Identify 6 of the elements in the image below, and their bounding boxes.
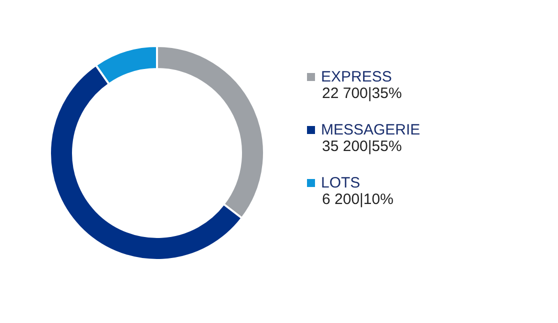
data-label: 6 200|10%	[322, 191, 394, 208]
data-label: 35 200|55%	[322, 138, 402, 155]
legend-label: EXPRESS	[321, 68, 392, 86]
legend-label: LOTS	[321, 174, 360, 192]
legend-label: MESSAGERIE	[321, 122, 420, 138]
data-label: 22 700|35%	[322, 85, 402, 102]
